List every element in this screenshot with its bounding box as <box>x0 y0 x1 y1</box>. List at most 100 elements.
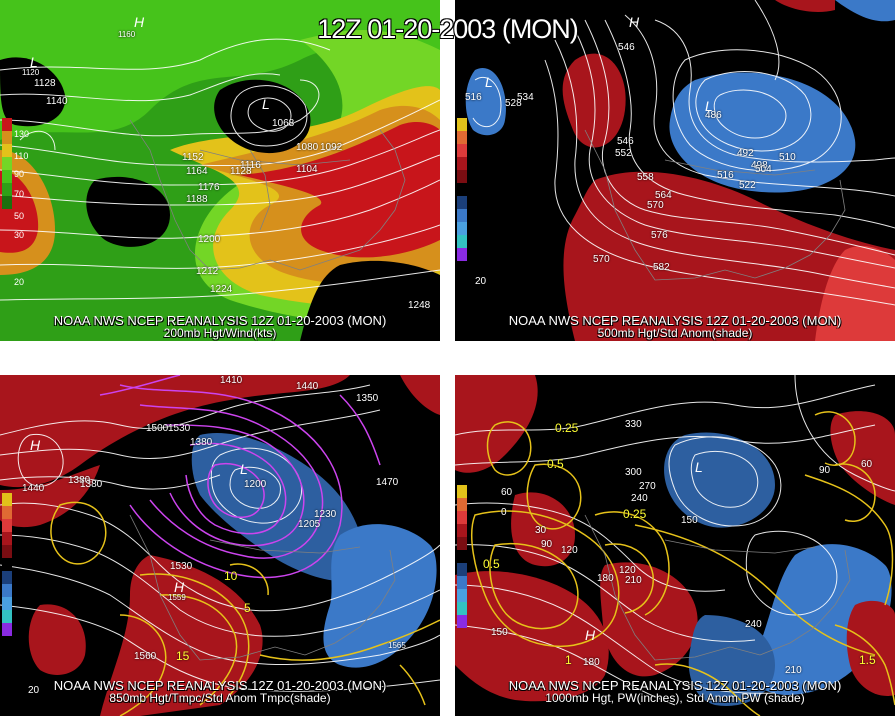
legend-label: 20 <box>14 277 25 287</box>
panel-1000mb: 0.25 0.5 330 300 270 240 210 180 150 120… <box>455 375 895 716</box>
coastline-500mb <box>584 129 846 281</box>
std-anomaly-legend-850 <box>2 493 12 636</box>
jet-band-110 <box>240 122 440 258</box>
map-850mb-canvas <box>0 375 440 716</box>
legend-label: 30 <box>14 230 25 240</box>
anom-positive-west <box>562 53 626 148</box>
contour-label: 1116 <box>240 160 261 171</box>
anom-positive-sw <box>28 604 86 675</box>
height-contours-500mb <box>472 0 895 306</box>
pw-label: 0.5 <box>483 557 500 571</box>
panel-footer: NOAA NWS NCEP REANALYSIS 12Z 01-20-2003 … <box>0 314 440 340</box>
contour-label: 180 <box>583 657 600 668</box>
contour-label: 1560 <box>134 651 157 662</box>
isotherm-label: 5 <box>244 601 251 615</box>
anom-positive-ne <box>775 0 835 12</box>
low-pressure-marker: L <box>705 98 713 114</box>
contour-label: 210 <box>785 665 802 676</box>
contour-label: 504 <box>755 164 772 175</box>
contour-label: 20 <box>28 685 40 696</box>
contour-label: 522 <box>739 180 756 191</box>
high-pressure-marker: H <box>585 627 596 643</box>
pw-contours <box>470 411 895 716</box>
caption-line: 850mb Hgt/Tmpc/Std Anom Tmpc(shade) <box>109 691 331 705</box>
low-pressure-marker: L <box>695 459 703 475</box>
anom-positive-central-south <box>600 562 698 677</box>
legend-label: 70 <box>14 189 25 199</box>
caption-line: 500mb Hgt/Std Anom(shade) <box>597 326 753 340</box>
anom-positive-south <box>455 571 609 702</box>
credit-line: NOAA NWS NCEP REANALYSIS 12Z 01-20-2003 … <box>53 313 387 328</box>
low-pressure-marker: H <box>30 437 41 453</box>
contour-label: 1224 <box>210 284 233 295</box>
contour-label: 1164 <box>186 166 208 177</box>
contour-label: 1410 <box>220 375 243 386</box>
panel-footer: NOAA NWS NCEP REANALYSIS 12Z 01-20-2003 … <box>455 314 895 340</box>
panel-footer: NOAA NWS NCEP REANALYSIS 12Z 01-20-2003 … <box>455 679 895 705</box>
pw-label: 0.25 <box>555 421 579 435</box>
contour-label: 1380 <box>190 437 213 448</box>
contour-label: 30 <box>535 525 547 536</box>
contour-label: 1160 <box>118 30 136 39</box>
temperature-contours-cold <box>99 375 381 579</box>
coastline-200mb <box>129 119 406 271</box>
contour-label: 582 <box>653 262 670 273</box>
panel-footer: NOAA NWS NCEP REANALYSIS 12Z 01-20-2003 … <box>0 679 440 705</box>
pw-label: 0.5 <box>547 457 564 471</box>
contour-label: 510 <box>779 152 796 163</box>
panel-200mb: 130 110 90 70 50 30 20 1128 1140 1068 10… <box>0 0 440 341</box>
std-anomaly-legend-500 <box>457 118 467 261</box>
contour-label: 1200 <box>244 479 267 490</box>
contour-label: 516 <box>717 170 734 181</box>
contour-label: 558 <box>637 172 654 183</box>
caption-line: 200mb Hgt/Wind(kts) <box>163 326 277 340</box>
legend-label: 110 <box>14 151 29 161</box>
anom-negative-central <box>664 432 775 528</box>
contour-label: 546 <box>618 42 635 53</box>
contour-label: 1205 <box>298 519 321 530</box>
anom-positive-ne <box>400 375 440 415</box>
anom-negative-ne <box>835 0 895 22</box>
anom-positive-south <box>563 171 895 341</box>
contour-label: 60 <box>861 459 873 470</box>
height-contours-1000mb <box>455 375 895 706</box>
std-anomaly-legend-1000 <box>457 485 467 628</box>
contour-label: 564 <box>655 190 672 201</box>
contour-label: 1080 <box>296 142 319 153</box>
contour-label: 570 <box>647 200 664 211</box>
anom-positive-north <box>0 375 350 488</box>
anom-positive-west <box>511 492 575 567</box>
contour-label: 180 <box>597 573 614 584</box>
legend-label: 90 <box>14 169 25 179</box>
coastline-1000mb <box>584 514 851 661</box>
legend-label: 130 <box>14 129 30 139</box>
map-500mb-canvas <box>465 0 895 341</box>
contour-label: 516 <box>465 92 482 103</box>
low-pressure-marker: L <box>240 461 248 477</box>
contour-label: 1200 <box>198 234 221 245</box>
contour-label: 1104 <box>296 164 318 175</box>
contour-label: 240 <box>631 493 648 504</box>
contour-label: 552 <box>615 148 632 159</box>
low-pressure-marker: L <box>30 54 38 70</box>
contour-label: 1559 <box>168 593 186 602</box>
wind-speed-legend: 130 110 90 70 50 30 20 <box>2 118 29 287</box>
contour-label: 1565 <box>388 641 406 650</box>
contour-label: 492 <box>737 148 754 159</box>
contour-label: 120 <box>561 545 578 556</box>
anom-positive-se <box>815 245 895 341</box>
map-title: 12Z 01-20-2003 (MON) <box>317 14 579 44</box>
contour-label: 1530 <box>168 423 191 434</box>
contour-label: 270 <box>639 481 656 492</box>
map-200mb-canvas <box>0 0 440 341</box>
pw-label: 1.5 <box>859 653 876 667</box>
high-pressure-marker: H <box>134 14 145 30</box>
contour-label: 1128 <box>34 78 56 89</box>
contour-label: 1188 <box>186 194 208 205</box>
contour-label: 90 <box>541 539 553 550</box>
contour-label: 576 <box>651 230 668 241</box>
legend-label: 50 <box>14 211 25 221</box>
contour-label: 570 <box>593 254 610 265</box>
contour-label: 1212 <box>196 266 219 277</box>
